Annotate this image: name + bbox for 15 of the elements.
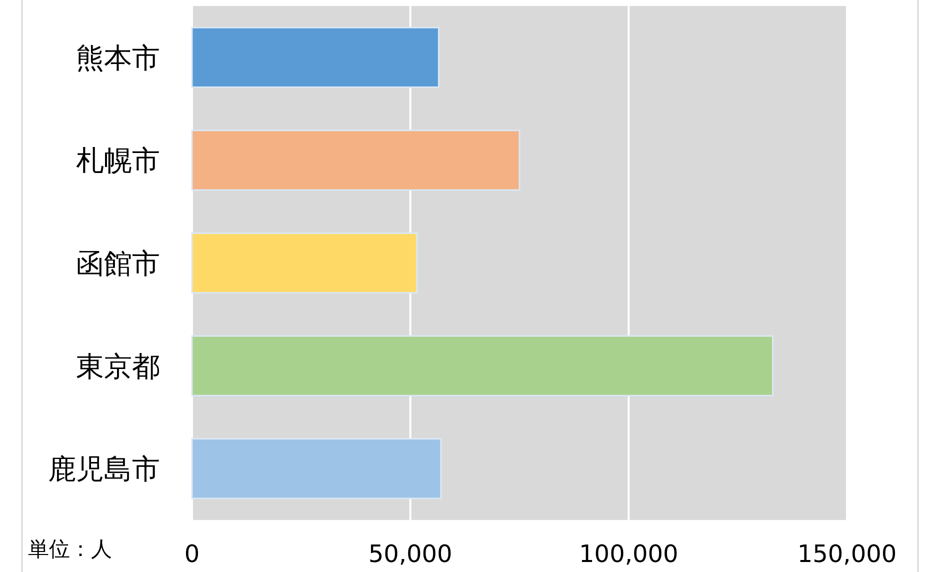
y-tick-label: 札幌市	[76, 144, 160, 178]
x-tick-label: 100,000	[579, 540, 678, 568]
bar	[191, 130, 520, 191]
text: 単位：人	[28, 537, 112, 561]
x-tick-label: 50,000	[368, 540, 452, 568]
y-tick-label: 東京都	[76, 350, 160, 383]
y-tick-label: 函館市	[76, 247, 160, 280]
x-tick-label: 150,000	[797, 540, 897, 568]
y-tick-label: 鹿児島市	[48, 452, 160, 486]
bar	[191, 335, 774, 396]
bar	[191, 438, 442, 500]
bar	[191, 232, 418, 294]
x-tick-label: 0	[184, 540, 200, 568]
y-tick-label: 熊本市	[76, 41, 160, 74]
bar	[191, 26, 440, 88]
